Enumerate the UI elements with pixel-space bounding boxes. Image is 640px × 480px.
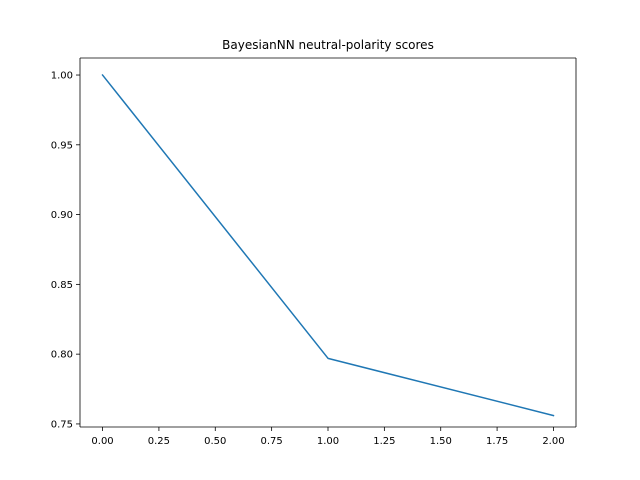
series-line-0: [101, 73, 555, 417]
x-tick-label: 1.25: [373, 436, 395, 447]
x-tick-label: 0.50: [204, 436, 226, 447]
plot-area: 0.00 0.25 0.50 0.75 1.00 1.25 1.50 1.75 2.00 0.75…: [51, 57, 577, 447]
x-tick-label: 0.25: [148, 436, 170, 447]
x-tick-label: 1.00: [317, 436, 339, 447]
y-tick-label: 0.80: [51, 350, 73, 361]
y-tick-label: 0.95: [51, 140, 73, 151]
y-tick-label: 0.90: [51, 210, 73, 221]
x-tick-label: 0.75: [261, 436, 283, 447]
x-tick-label: 2.00: [542, 436, 564, 447]
y-tick-label: 1.00: [51, 71, 73, 82]
y-tick-label: 0.75: [51, 419, 73, 430]
x-tick-label: 1.50: [430, 436, 452, 447]
x-tick-label: 0.00: [91, 436, 113, 447]
y-tick-label: 0.85: [51, 280, 73, 291]
chart-title: BayesianNN neutral-polarity scores: [222, 38, 434, 52]
x-tick-label: 1.75: [486, 436, 508, 447]
